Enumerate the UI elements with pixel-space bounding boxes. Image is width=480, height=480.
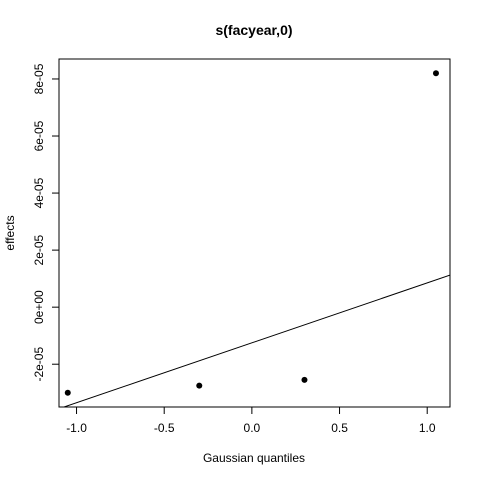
y-tick-label: -2e-05 xyxy=(32,347,46,382)
data-point xyxy=(433,70,439,76)
chart-title: s(facyear,0) xyxy=(215,22,292,38)
y-tick-label: 4e-05 xyxy=(32,177,46,208)
data-point xyxy=(65,390,71,396)
plot-frame xyxy=(59,59,450,407)
reference-line xyxy=(59,275,450,409)
x-tick-label: 1.0 xyxy=(419,421,436,435)
data-point xyxy=(196,383,202,389)
y-tick-label: 6e-05 xyxy=(32,120,46,151)
data-point xyxy=(301,377,307,383)
y-tick-label: 2e-05 xyxy=(32,234,46,265)
x-tick-label: -0.5 xyxy=(154,421,175,435)
x-axis-label: Gaussian quantiles xyxy=(203,451,305,465)
x-tick-label: 0.0 xyxy=(244,421,261,435)
y-tick-label: 0e+00 xyxy=(32,290,46,324)
x-tick-label: 0.5 xyxy=(331,421,348,435)
reference-line-layer xyxy=(59,275,450,409)
y-tick-label: 8e-05 xyxy=(32,63,46,94)
x-tick-label: -1.0 xyxy=(66,421,87,435)
points-layer xyxy=(65,70,439,395)
y-axis-label: effects xyxy=(3,215,17,250)
x-axis: -1.0 -0.5 0.0 0.5 1.0 xyxy=(66,407,436,435)
y-axis: -2e-05 0e+00 2e-05 4e-05 6e-05 8e-05 xyxy=(32,63,59,381)
